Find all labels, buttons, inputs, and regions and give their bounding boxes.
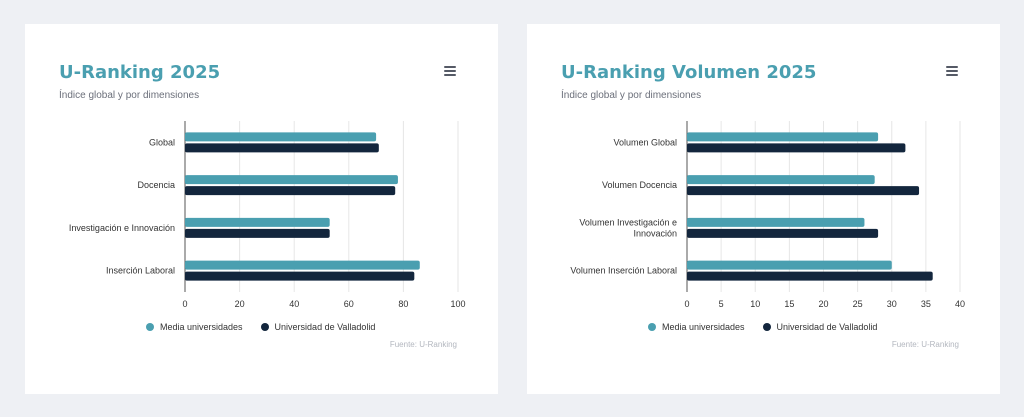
x-tick-label: 20 (818, 299, 828, 309)
x-tick-label: 0 (684, 299, 689, 309)
x-tick-label: 30 (887, 299, 897, 309)
card-subtitle: Índice global y por dimensiones (561, 90, 702, 101)
card-title: U-Ranking 2025 (59, 62, 221, 83)
category-label: Volumen Investigación e (579, 217, 677, 227)
x-tick-label: 80 (398, 299, 408, 309)
category-label: Investigación e Innovación (69, 223, 175, 233)
category-label: Innovación (633, 228, 677, 238)
x-tick-label: 35 (921, 299, 931, 309)
ranking-card: U-Ranking 2025 Índice global y por dimen… (25, 24, 498, 394)
bar-uva (185, 228, 330, 238)
category-label: Inserción Laboral (106, 266, 175, 276)
x-tick-label: 15 (784, 299, 794, 309)
category-label: Volumen Global (613, 137, 677, 147)
bar-uva (185, 271, 415, 281)
bar-media (185, 217, 330, 227)
category-label: Global (149, 137, 175, 147)
bar-uva (185, 186, 396, 196)
source-credit: Fuente: U-Ranking (891, 340, 959, 349)
bar-media (687, 132, 879, 142)
hamburger-icon (946, 66, 958, 68)
legend-item-uva[interactable]: Universidad de Valladolid (762, 322, 878, 332)
bar-media (185, 260, 420, 270)
legend-swatch-uva (260, 323, 269, 331)
legend-label: Media universidades (160, 322, 243, 332)
x-tick-label: 5 (719, 299, 724, 309)
x-tick-label: 20 (235, 299, 245, 309)
source-credit: Fuente: U-Ranking (389, 340, 457, 349)
bar-uva (687, 271, 933, 281)
bar-uva (687, 228, 879, 238)
chart-legend: Media universidades Universidad de Valla… (648, 322, 877, 332)
x-tick-label: 100 (450, 299, 465, 309)
x-tick-label: 60 (344, 299, 354, 309)
bar-media (687, 217, 865, 227)
bar-uva (687, 143, 906, 153)
bar-media (185, 175, 398, 185)
x-tick-label: 40 (289, 299, 299, 309)
hamburger-icon (444, 66, 456, 68)
chart-legend: Media universidades Universidad de Valla… (146, 322, 375, 332)
bar-chart: 0 5 10 15 20 25 30 35 40 Volumen Global Volumen Do… (570, 121, 965, 309)
legend-item-uva[interactable]: Universidad de Valladolid (260, 322, 376, 332)
legend-item-media[interactable]: Media universidades (146, 322, 243, 332)
legend-label: Universidad de Valladolid (776, 322, 878, 332)
legend-label: Media universidades (662, 322, 745, 332)
category-label: Volumen Docencia (602, 180, 677, 190)
x-tick-label: 10 (750, 299, 760, 309)
x-tick-label: 40 (955, 299, 965, 309)
bar-media (687, 175, 875, 185)
category-label: Docencia (137, 180, 175, 190)
bar-media (687, 260, 892, 270)
card-title: U-Ranking Volumen 2025 (561, 62, 817, 83)
bar-uva (687, 186, 920, 196)
legend-swatch-media (648, 323, 656, 331)
chart-menu-button[interactable] (946, 66, 958, 78)
legend-item-media[interactable]: Media universidades (648, 322, 745, 332)
category-label: Volumen Inserción Laboral (570, 266, 677, 276)
x-tick-label: 0 (182, 299, 187, 309)
chart-menu-button[interactable] (444, 66, 456, 78)
legend-swatch-media (146, 323, 154, 331)
legend-swatch-uva (762, 323, 771, 331)
x-tick-label: 25 (853, 299, 863, 309)
card-subtitle: Índice global y por dimensiones (59, 90, 200, 101)
legend-label: Universidad de Valladolid (274, 322, 376, 332)
bar-chart: 0 20 40 60 80 100 Global Docencia Investigación … (69, 121, 466, 309)
bar-media (185, 132, 377, 142)
bar-uva (185, 143, 379, 153)
ranking-volume-card: U-Ranking Volumen 2025 Índice global y p… (527, 24, 1000, 394)
